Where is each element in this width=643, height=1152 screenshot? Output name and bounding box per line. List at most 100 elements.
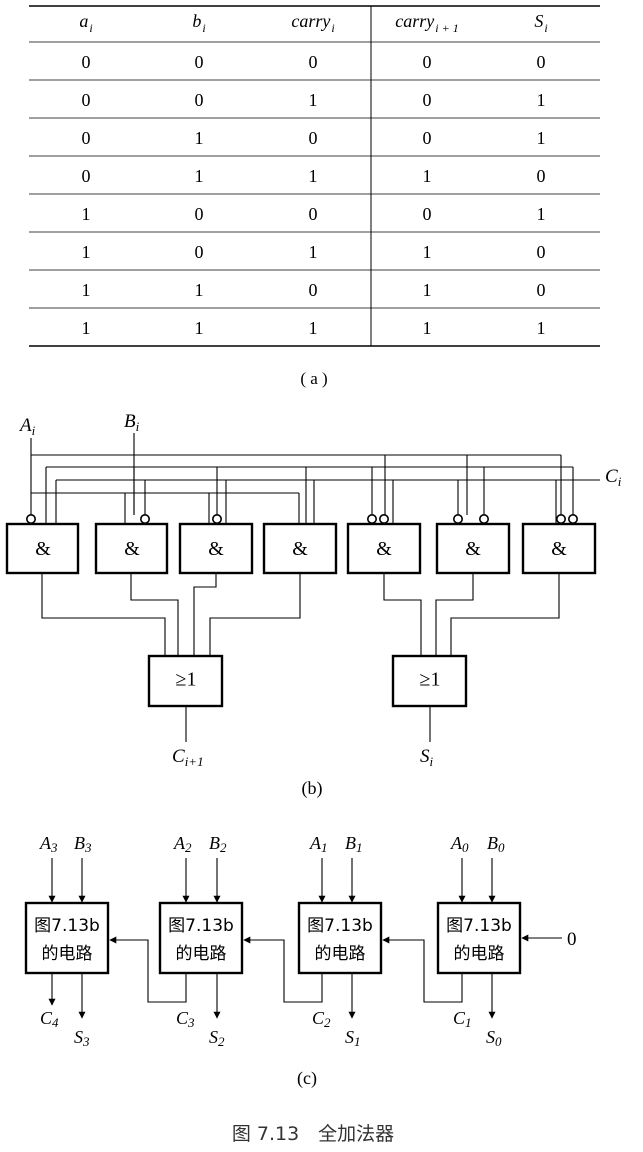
table-row: 0 0 1 0 1 bbox=[82, 90, 546, 110]
stage-b-label: B0 bbox=[487, 833, 505, 855]
and-symbol: & bbox=[292, 538, 308, 560]
table-cell: 0 bbox=[195, 204, 204, 224]
table-cell: 0 bbox=[195, 90, 204, 110]
table-cell: 1 bbox=[423, 280, 432, 300]
table-cell: 0 bbox=[423, 204, 432, 224]
table-row: 1 0 1 1 0 bbox=[82, 242, 546, 262]
inverter-bubble bbox=[557, 515, 565, 523]
table-cell: 0 bbox=[309, 204, 318, 224]
inversion-bubbles bbox=[27, 515, 577, 523]
and-symbol: & bbox=[208, 538, 224, 560]
part-a-label: ( a ) bbox=[300, 369, 327, 388]
table-cell: 1 bbox=[537, 318, 546, 338]
or-gates bbox=[149, 656, 466, 706]
figure-caption: 图 7.13 全加法器 bbox=[232, 1123, 394, 1145]
input-bus bbox=[31, 433, 600, 526]
stage-carry-out-label: C3 bbox=[176, 1008, 195, 1030]
and-symbol: & bbox=[124, 538, 140, 560]
table-cell: 1 bbox=[537, 204, 546, 224]
and-to-or-wires bbox=[42, 573, 559, 656]
table-cell: 0 bbox=[537, 166, 546, 186]
block-subtitle: 的电路 bbox=[42, 944, 93, 964]
inverter-bubble bbox=[454, 515, 462, 523]
table-cell: 1 bbox=[195, 318, 204, 338]
adder-stage-0: A0 B0 图7.13b 的电路 C1 S0 bbox=[438, 833, 520, 1049]
block-title: 图7.13b bbox=[34, 916, 100, 936]
inverter-bubble bbox=[213, 515, 221, 523]
table-cell: 1 bbox=[423, 166, 432, 186]
inverter-bubble bbox=[380, 515, 388, 523]
adder-stage-1: A1 B1 图7.13b 的电路 C2 S1 bbox=[299, 833, 381, 1049]
table-cell: 1 bbox=[309, 166, 318, 186]
stage-carry-out-label: C4 bbox=[40, 1008, 59, 1030]
table-cell: 0 bbox=[82, 52, 91, 72]
table-cell: 0 bbox=[537, 242, 546, 262]
stage-sum-label: S0 bbox=[486, 1027, 502, 1049]
table-cell: 0 bbox=[423, 52, 432, 72]
carry-in-zero: 0 bbox=[567, 929, 577, 950]
inverter-bubble bbox=[569, 515, 577, 523]
stage-carry-out-label: C1 bbox=[453, 1008, 472, 1030]
input-b-label: Bi bbox=[124, 411, 140, 434]
header-a: ai bbox=[79, 11, 92, 35]
table-cell: 0 bbox=[537, 280, 546, 300]
table-row: 1 1 0 1 0 bbox=[82, 280, 546, 300]
inverter-bubble bbox=[480, 515, 488, 523]
input-c-label: Ci bbox=[605, 466, 622, 489]
stage-sum-label: S1 bbox=[345, 1027, 361, 1049]
table-cell: 1 bbox=[309, 90, 318, 110]
input-a-label: Ai bbox=[18, 415, 36, 438]
stage-carry-out-label: C2 bbox=[312, 1008, 331, 1030]
table-cell: 0 bbox=[82, 128, 91, 148]
block-title: 图7.13b bbox=[307, 916, 373, 936]
block-subtitle: 的电路 bbox=[315, 944, 366, 964]
header-carry: carryi bbox=[291, 11, 334, 35]
stage-a-label: A0 bbox=[450, 833, 469, 855]
table-cell: 0 bbox=[309, 128, 318, 148]
inverter-bubble bbox=[368, 515, 376, 523]
table-cell: 0 bbox=[423, 128, 432, 148]
table-cell: 0 bbox=[195, 242, 204, 262]
inverter-bubble bbox=[27, 515, 35, 523]
block-title: 图7.13b bbox=[446, 916, 512, 936]
block-subtitle: 的电路 bbox=[176, 944, 227, 964]
and-symbol: & bbox=[465, 538, 481, 560]
table-cell: 0 bbox=[423, 90, 432, 110]
gate-circuit: Ai Bi Ci bbox=[7, 411, 622, 799]
header-b: bi bbox=[192, 11, 205, 35]
and-symbol: & bbox=[551, 538, 567, 560]
or-symbol: ≥1 bbox=[420, 669, 441, 691]
table-cell: 1 bbox=[309, 318, 318, 338]
header-sum: Si bbox=[534, 11, 547, 35]
part-c-label: (c) bbox=[297, 1068, 317, 1089]
carry-output-label: Ci+1 bbox=[172, 746, 204, 769]
table-cell: 1 bbox=[537, 90, 546, 110]
truth-table: ai bi carryi carryi + 1 Si 0 0 0 0 0 0 0… bbox=[29, 6, 600, 388]
table-row: 0 1 0 0 1 bbox=[82, 128, 546, 148]
stage-b-label: B2 bbox=[209, 833, 227, 855]
table-cell: 1 bbox=[537, 128, 546, 148]
or-symbol: ≥1 bbox=[176, 669, 197, 691]
table-cell: 1 bbox=[82, 280, 91, 300]
table-cell: 1 bbox=[82, 318, 91, 338]
stage-sum-label: S2 bbox=[209, 1027, 225, 1049]
table-cell: 0 bbox=[82, 90, 91, 110]
inverter-bubble bbox=[141, 515, 149, 523]
table-cell: 1 bbox=[423, 242, 432, 262]
table-cell: 0 bbox=[309, 280, 318, 300]
header-carry-next: carryi + 1 bbox=[395, 11, 458, 35]
table-row: 1 1 1 1 1 bbox=[82, 318, 546, 338]
table-row: 1 0 0 0 1 bbox=[82, 204, 546, 224]
table-cell: 1 bbox=[195, 166, 204, 186]
block-title: 图7.13b bbox=[168, 916, 234, 936]
table-cell: 1 bbox=[82, 242, 91, 262]
table-row: 0 0 0 0 0 bbox=[82, 52, 546, 72]
table-cell: 1 bbox=[195, 280, 204, 300]
table-body: 0 0 0 0 0 0 0 1 0 1 0 1 0 0 1 0 bbox=[82, 52, 546, 338]
table-cell: 1 bbox=[309, 242, 318, 262]
table-cell: 1 bbox=[423, 318, 432, 338]
table-cell: 1 bbox=[82, 204, 91, 224]
table-cell: 0 bbox=[309, 52, 318, 72]
stage-a-label: A3 bbox=[39, 833, 58, 855]
